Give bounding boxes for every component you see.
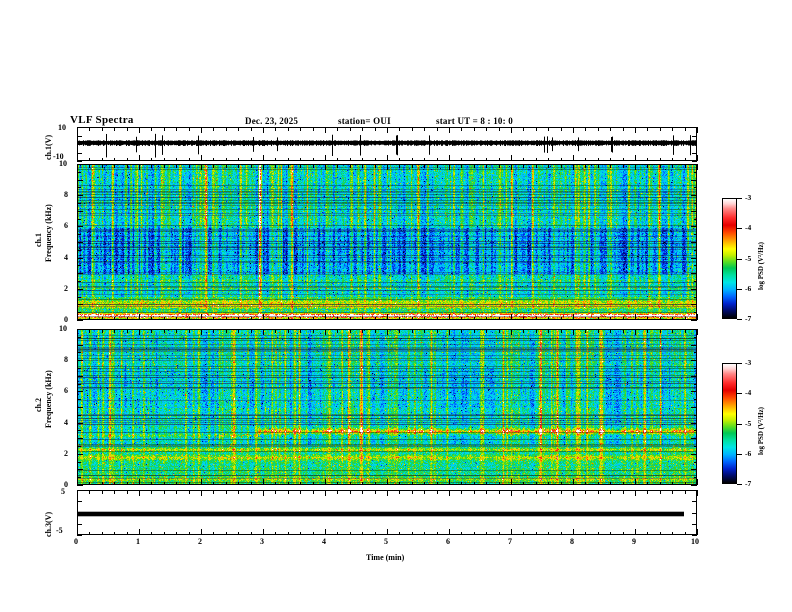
x-axis-label: Time (min) [366,553,405,562]
ch2-spec-axis-label-unit: Frequency (kHz) [44,370,53,428]
colorbar-ch2-tick-label: -3 [745,358,752,367]
header-start-ut: start UT = 8 : 10: 0 [436,116,513,126]
colorbar-ch1-tick [737,319,742,320]
x-axis-tick-label: 10 [691,537,699,546]
colorbar-ch1-label: log PSD (V²/Hz) [757,242,765,290]
x-axis-tick-label: 2 [198,537,202,546]
x-axis-tick-label: 9 [632,537,636,546]
ch1-frequency-tick-label: 10 [59,159,67,168]
ch3-wave-tick-bottom: -5 [56,526,63,535]
colorbar-ch1-tick-label: -6 [745,283,752,293]
colorbar-ch1-tick [737,198,742,199]
colorbar-ch1 [722,198,737,319]
ch2-frequency-tick-label: 4 [64,417,68,427]
ch1-frequency-tick-label: 8 [64,190,68,200]
ch1-frequency-tick-label: 2 [64,283,68,293]
ch2-frequency-tick-label: 0 [64,480,68,489]
colorbar-ch1-tick-label: -3 [745,193,752,202]
colorbar-ch1-gradient [723,199,736,318]
ch2-frequency-tick-label: 8 [64,355,68,365]
ch2-frequency-tick-label: 2 [64,448,68,458]
ch1-waveform-trace [78,128,696,160]
ch3-waveform-panel [77,490,697,535]
colorbar-ch2 [722,363,737,484]
colorbar-ch2-tick [737,393,742,395]
ch1-spectrogram-image [78,165,696,319]
ch2-spectrogram-image [78,330,696,484]
x-axis-tick-label: 8 [570,537,574,546]
colorbar-ch2-tick [737,363,742,364]
x-axis-tick-label: 5 [384,537,388,546]
colorbar-ch2-tick-label: -7 [745,479,752,488]
ch1-wave-tick-bottom: -10 [53,152,64,161]
ch1-frequency-tick-label: 4 [64,252,68,262]
ch1-spec-axis-label-ch: ch.1 [34,233,43,247]
ch1-wave-axis-label: ch.1(V) [44,134,53,160]
colorbar-ch1-tick-label: -7 [745,314,752,323]
colorbar-ch1-tick [737,288,742,290]
colorbar-ch2-gradient [723,364,736,483]
ch2-spectrogram-panel [77,329,697,485]
colorbar-ch2-tick [737,484,742,485]
x-axis-tick-label: 3 [260,537,264,546]
ch2-frequency-tick-label: 10 [59,324,67,333]
x-axis-tick-label: 7 [508,537,512,546]
colorbar-ch1-tick [737,258,742,260]
ch3-waveform-trace [78,491,696,534]
ch3-wave-axis-label: ch.3(V) [44,511,53,537]
ch1-wave-tick-top: 10 [58,123,66,132]
ch3-wave-tick-top: 5 [61,487,65,496]
x-axis-tick-label: 4 [322,537,326,546]
colorbar-ch1-tick-label: -5 [745,253,752,263]
colorbar-ch1-tick-label: -4 [745,223,752,233]
ch2-frequency-tick-label: 6 [64,386,68,396]
colorbar-ch2-tick [737,453,742,455]
colorbar-ch2-tick-label: -5 [745,418,752,428]
colorbar-ch2-tick [737,423,742,425]
colorbar-ch2-label: log PSD (V²/Hz) [757,407,765,455]
colorbar-ch2-tick-label: -4 [745,388,752,398]
x-axis-tick-label: 6 [446,537,450,546]
x-axis-tick-label: 1 [136,537,140,546]
page-title: VLF Spectra [70,114,134,126]
header-date: Dec. 23, 2025 [245,116,299,126]
ch1-spectrogram-panel [77,164,697,320]
header-station: station= OUI [338,116,391,126]
ch1-spec-axis-label-unit: Frequency (kHz) [44,204,53,262]
ch1-frequency-tick-label: 6 [64,221,68,231]
ch1-frequency-tick-label: 0 [64,315,68,324]
colorbar-ch1-tick [737,228,742,230]
colorbar-ch2-tick-label: -6 [745,448,752,458]
x-axis-tick-label: 0 [74,537,78,546]
ch2-spec-axis-label-ch: ch.2 [34,398,43,412]
